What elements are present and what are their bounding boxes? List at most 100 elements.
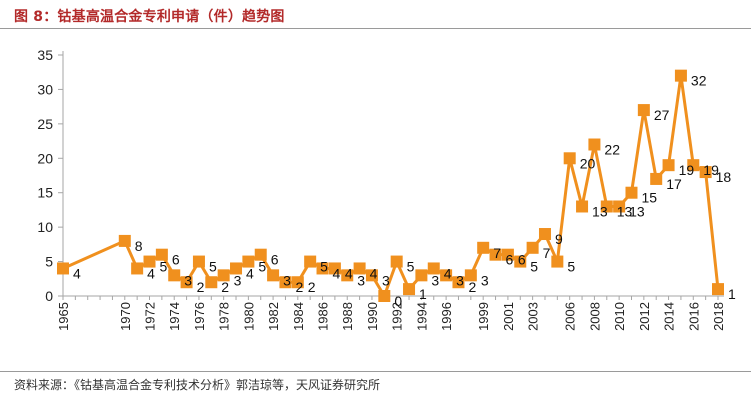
data-label: 17 [666, 176, 682, 192]
data-label: 6 [506, 252, 514, 268]
data-point-marker [613, 200, 626, 213]
x-tick-label: 1972 [143, 302, 158, 331]
data-point-marker [168, 269, 181, 282]
top-rule [0, 28, 751, 29]
data-point-marker [291, 276, 304, 289]
data-label: 6 [518, 252, 526, 268]
bottom-rule [0, 371, 751, 372]
data-point-marker [477, 241, 490, 254]
data-point-marker [440, 269, 453, 282]
data-point-marker [600, 200, 613, 213]
data-label: 13 [617, 203, 633, 219]
data-label: 15 [641, 190, 657, 206]
x-tick-label: 1982 [266, 302, 281, 331]
data-point-marker [625, 186, 638, 199]
data-point-marker [687, 159, 700, 172]
data-point-marker [242, 255, 255, 268]
y-tick-label: 20 [37, 150, 53, 166]
data-label: 4 [147, 265, 155, 281]
data-point-marker [650, 172, 663, 185]
x-tick-label: 1978 [217, 302, 232, 331]
data-point-marker [365, 269, 378, 282]
data-point-marker [341, 269, 354, 282]
data-point-marker [489, 248, 502, 261]
data-point-marker [328, 262, 341, 275]
x-tick-label: 2014 [662, 302, 677, 331]
data-label: 3 [283, 272, 291, 288]
data-label: 4 [333, 265, 341, 281]
data-label: 3 [184, 272, 192, 288]
data-label: 2 [295, 279, 303, 295]
data-point-marker [180, 276, 193, 289]
data-label: 4 [370, 265, 378, 281]
data-point-marker [712, 283, 724, 296]
data-label: 6 [271, 252, 279, 268]
data-label: 4 [444, 265, 452, 281]
data-label: 3 [382, 272, 390, 288]
data-point-marker [637, 104, 650, 117]
data-point-marker [279, 276, 292, 289]
x-tick-label: 1980 [241, 302, 256, 331]
data-label: 3 [234, 272, 242, 288]
y-tick-label: 30 [37, 81, 53, 97]
data-label: 4 [345, 265, 353, 281]
data-point-marker [501, 248, 514, 261]
y-tick-label: 10 [37, 219, 53, 235]
data-point-marker [526, 241, 539, 254]
data-label: 6 [172, 252, 180, 268]
data-point-marker [551, 255, 564, 268]
data-label: 5 [258, 259, 266, 275]
data-label: 3 [357, 272, 365, 288]
data-point-marker [230, 262, 243, 275]
x-tick-label: 2003 [526, 302, 541, 331]
data-point-marker [662, 159, 675, 172]
data-label: 4 [73, 265, 81, 281]
data-label: 2 [308, 279, 316, 295]
data-point-marker [390, 255, 403, 268]
data-point-marker [699, 166, 712, 179]
data-label: 8 [135, 238, 143, 254]
data-label: 4 [246, 265, 254, 281]
x-tick-label: 1990 [365, 302, 380, 331]
data-label: 9 [555, 231, 563, 247]
data-label: 13 [629, 203, 645, 219]
data-point-marker [427, 262, 440, 275]
x-tick-label: 1965 [56, 302, 71, 331]
data-label: 7 [543, 245, 551, 261]
data-label: 1 [728, 286, 736, 302]
figure-title: 图 8：钴基高温合金专利申请（件）趋势图 [14, 9, 285, 25]
data-point-marker [378, 290, 391, 302]
data-label: 3 [431, 272, 439, 288]
data-label: 5 [160, 259, 168, 275]
data-label: 7 [493, 245, 501, 261]
data-point-marker [538, 228, 551, 241]
x-tick-label: 1996 [439, 302, 454, 331]
y-tick-label: 0 [45, 288, 53, 304]
data-label: 2 [197, 279, 205, 295]
data-label: 2 [468, 279, 476, 295]
data-point-marker [143, 255, 156, 268]
x-tick-label: 2010 [612, 302, 627, 331]
data-point-marker [415, 269, 428, 282]
data-point-marker [674, 69, 687, 82]
data-label: 5 [320, 259, 328, 275]
data-label: 3 [481, 272, 489, 288]
data-label: 3 [456, 272, 464, 288]
x-tick-label: 2016 [686, 302, 701, 331]
y-tick-label: 5 [45, 254, 53, 270]
data-label: 1 [419, 286, 427, 302]
data-point-marker [254, 248, 267, 261]
x-tick-label: 1986 [316, 302, 331, 331]
data-label: 13 [592, 203, 608, 219]
data-point-marker [576, 200, 589, 213]
data-point-marker [588, 138, 601, 151]
data-point-marker [403, 283, 416, 296]
data-point-marker [304, 255, 317, 268]
data-label: 5 [407, 259, 415, 275]
x-tick-label: 1970 [118, 302, 133, 331]
x-tick-label: 2006 [563, 302, 578, 331]
data-label: 27 [654, 107, 670, 123]
data-point-marker [563, 152, 576, 165]
